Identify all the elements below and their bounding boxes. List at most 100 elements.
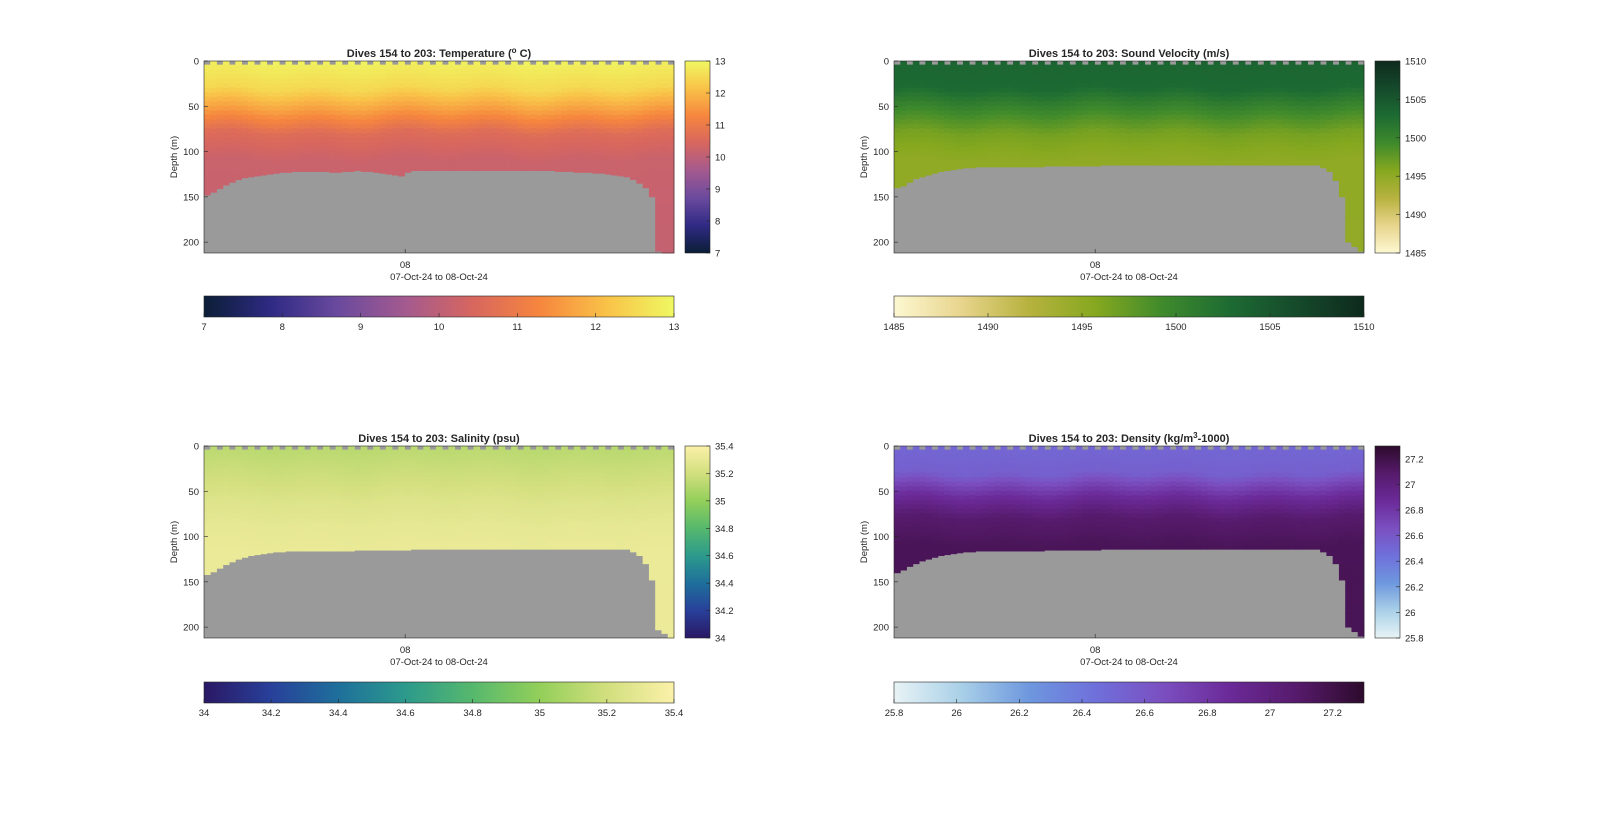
heatmap-cell <box>260 142 268 148</box>
heatmap-cell <box>529 141 537 147</box>
heatmap-cell <box>648 165 656 171</box>
heatmap-cell <box>1063 106 1070 112</box>
heatmap-cell <box>235 504 242 510</box>
heatmap-cell <box>950 92 958 98</box>
heatmap-cell <box>379 164 387 170</box>
heatmap-cell <box>398 83 405 89</box>
heatmap-cell <box>1188 79 1196 85</box>
heatmap-cell <box>1332 73 1340 79</box>
heatmap-cell <box>285 83 293 89</box>
heatmap-cell <box>316 458 324 464</box>
heatmap-cell <box>1263 101 1271 107</box>
heatmap-cell <box>241 544 249 550</box>
heatmap-cell <box>323 545 330 551</box>
heatmap-cell <box>1169 132 1177 138</box>
heatmap-cell <box>486 473 493 479</box>
heatmap-cell <box>1201 70 1208 75</box>
heatmap-cell <box>435 65 443 71</box>
heatmap-cell <box>329 168 336 173</box>
heatmap-cell <box>1263 128 1271 134</box>
heatmap-cell <box>1031 164 1039 168</box>
heatmap-cell <box>1351 65 1359 71</box>
heatmap-cell <box>1226 74 1233 80</box>
heatmap-cell <box>298 88 305 94</box>
heatmap-cell <box>423 101 430 107</box>
sound_velocity-colorbar-right <box>1374 60 1401 254</box>
heatmap-cell <box>906 118 914 124</box>
heatmap-cell <box>1251 110 1258 116</box>
x-tick-label: 08 <box>1090 260 1101 271</box>
heatmap-cell <box>473 79 481 85</box>
heatmap-cell <box>1169 137 1177 143</box>
heatmap-cell <box>448 536 456 542</box>
heatmap-cell <box>962 65 970 71</box>
heatmap-cell <box>981 78 989 84</box>
heatmap-cell <box>429 449 437 455</box>
heatmap-cell <box>329 109 336 115</box>
heatmap-cell <box>950 65 958 71</box>
heatmap-cell <box>1113 133 1120 139</box>
heatmap-cell <box>1244 137 1252 143</box>
heatmap-cell <box>272 70 280 75</box>
heatmap-cell <box>1019 78 1026 84</box>
heatmap-cell <box>373 522 380 528</box>
heatmap-cell <box>969 96 976 102</box>
heatmap-cell <box>994 123 1001 129</box>
heatmap-cell <box>1357 250 1365 252</box>
heatmap-cell <box>392 168 399 174</box>
heatmap-cell <box>1295 87 1302 93</box>
heatmap-cell <box>229 544 236 550</box>
heatmap-cell <box>486 92 493 98</box>
heatmap-cell <box>1075 88 1083 94</box>
heatmap-cell <box>561 142 568 148</box>
heatmap-cell <box>404 508 412 514</box>
heatmap-cell <box>1088 128 1095 134</box>
heatmap-cell <box>216 458 224 464</box>
heatmap-cell <box>1338 174 1346 180</box>
heatmap-cell <box>222 128 230 134</box>
heatmap-cell <box>1050 74 1058 80</box>
heatmap-cell <box>354 463 362 469</box>
heatmap-cell <box>291 508 299 514</box>
heatmap-cell <box>366 137 374 143</box>
heatmap-cell <box>1338 137 1346 143</box>
heatmap-cell <box>479 96 487 102</box>
heatmap-cell <box>1320 73 1327 79</box>
heatmap-cell <box>1332 128 1340 133</box>
heatmap-cell <box>435 536 443 542</box>
heatmap-cell <box>235 495 242 501</box>
heatmap-cell <box>1263 106 1271 112</box>
heatmap-cell <box>969 141 976 147</box>
heatmap-cell <box>1044 132 1052 138</box>
heatmap-cell <box>404 472 412 478</box>
heatmap-cell <box>1019 109 1026 115</box>
heatmap-cell <box>529 155 537 161</box>
heatmap-cell <box>423 446 430 451</box>
heatmap-cell <box>366 513 374 518</box>
heatmap-cell <box>486 495 493 501</box>
heatmap-cell <box>410 495 418 501</box>
heatmap-cell <box>398 545 405 551</box>
heatmap-cell <box>1113 156 1120 162</box>
heatmap-cell <box>310 536 318 542</box>
heatmap-cell <box>479 123 487 129</box>
heatmap-cell <box>912 124 920 130</box>
heatmap-cell <box>542 73 550 79</box>
heatmap-cell <box>298 156 305 162</box>
heatmap-cell <box>285 147 293 152</box>
heatmap-cell <box>586 156 593 162</box>
heatmap-cell <box>623 156 631 162</box>
heatmap-cell <box>1050 142 1058 148</box>
heatmap-cell <box>1338 61 1346 66</box>
heatmap-cell <box>1232 132 1240 138</box>
heatmap-cell <box>329 64 336 70</box>
heatmap-cell <box>241 490 249 496</box>
heatmap-cell <box>1169 91 1177 97</box>
heatmap-cell <box>1232 105 1240 111</box>
heatmap-cell <box>254 476 261 482</box>
heatmap-cell <box>661 110 669 116</box>
heatmap-cell <box>229 159 236 165</box>
heatmap-cell <box>398 115 405 121</box>
heatmap-cell <box>1238 142 1246 148</box>
heatmap-cell <box>385 536 393 542</box>
